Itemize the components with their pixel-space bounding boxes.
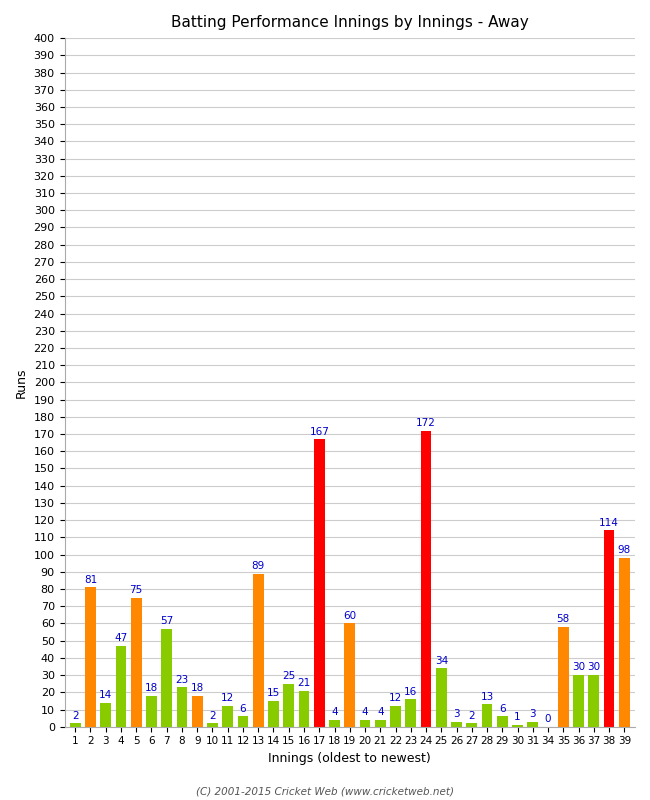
Bar <box>131 598 142 726</box>
Text: 6: 6 <box>240 704 246 714</box>
Text: 89: 89 <box>252 561 265 571</box>
Text: 4: 4 <box>377 707 384 718</box>
Bar <box>298 690 309 726</box>
Text: 58: 58 <box>556 614 570 624</box>
Bar <box>116 646 126 726</box>
Text: 0: 0 <box>545 714 551 724</box>
Text: 23: 23 <box>176 674 188 685</box>
Text: 3: 3 <box>530 709 536 719</box>
Text: 4: 4 <box>332 707 338 718</box>
Text: 12: 12 <box>389 694 402 703</box>
Text: 15: 15 <box>267 688 280 698</box>
Bar <box>192 696 203 726</box>
Bar <box>85 587 96 726</box>
Bar <box>588 675 599 726</box>
Text: 21: 21 <box>298 678 311 688</box>
Text: 167: 167 <box>309 426 329 437</box>
Bar <box>497 716 508 726</box>
Bar <box>222 706 233 726</box>
Text: 2: 2 <box>469 710 475 721</box>
Text: 25: 25 <box>282 671 295 681</box>
Text: 14: 14 <box>99 690 112 700</box>
Bar <box>451 722 462 726</box>
Text: 4: 4 <box>361 707 369 718</box>
Text: 34: 34 <box>435 656 448 666</box>
Text: 114: 114 <box>599 518 619 528</box>
Bar <box>207 723 218 726</box>
Bar <box>314 439 324 726</box>
Text: 60: 60 <box>343 611 356 621</box>
Text: 18: 18 <box>145 683 158 693</box>
Bar <box>375 720 385 726</box>
Bar <box>558 627 569 726</box>
Bar <box>573 675 584 726</box>
Text: 98: 98 <box>618 546 631 555</box>
Text: 30: 30 <box>587 662 601 673</box>
Bar <box>512 725 523 726</box>
Bar <box>527 722 538 726</box>
Bar <box>253 574 264 726</box>
Bar <box>604 530 614 726</box>
Bar <box>390 706 401 726</box>
Bar <box>283 684 294 726</box>
Text: 12: 12 <box>221 694 235 703</box>
Bar <box>344 623 355 726</box>
Text: 30: 30 <box>572 662 585 673</box>
Bar <box>482 704 493 726</box>
Text: 2: 2 <box>209 710 216 721</box>
Title: Batting Performance Innings by Innings - Away: Batting Performance Innings by Innings -… <box>171 15 528 30</box>
Text: 16: 16 <box>404 686 417 697</box>
Text: (C) 2001-2015 Cricket Web (www.cricketweb.net): (C) 2001-2015 Cricket Web (www.cricketwe… <box>196 786 454 796</box>
Text: 2: 2 <box>72 710 79 721</box>
Bar <box>100 702 111 726</box>
Text: 75: 75 <box>129 585 143 595</box>
Bar <box>421 430 432 726</box>
Bar <box>268 701 279 726</box>
Bar <box>467 723 477 726</box>
Bar <box>329 720 340 726</box>
Bar <box>238 716 248 726</box>
Text: 3: 3 <box>453 709 460 719</box>
Bar <box>406 699 416 726</box>
Text: 81: 81 <box>84 574 97 585</box>
Bar <box>177 687 187 726</box>
X-axis label: Innings (oldest to newest): Innings (oldest to newest) <box>268 752 431 765</box>
Bar <box>436 668 447 726</box>
Bar <box>161 629 172 726</box>
Text: 47: 47 <box>114 634 127 643</box>
Y-axis label: Runs: Runs <box>15 367 28 398</box>
Text: 1: 1 <box>514 713 521 722</box>
Text: 18: 18 <box>190 683 204 693</box>
Bar <box>70 723 81 726</box>
Bar <box>146 696 157 726</box>
Text: 172: 172 <box>416 418 436 428</box>
Text: 13: 13 <box>480 692 493 702</box>
Text: 6: 6 <box>499 704 506 714</box>
Text: 57: 57 <box>160 616 174 626</box>
Bar <box>619 558 630 726</box>
Bar <box>359 720 370 726</box>
